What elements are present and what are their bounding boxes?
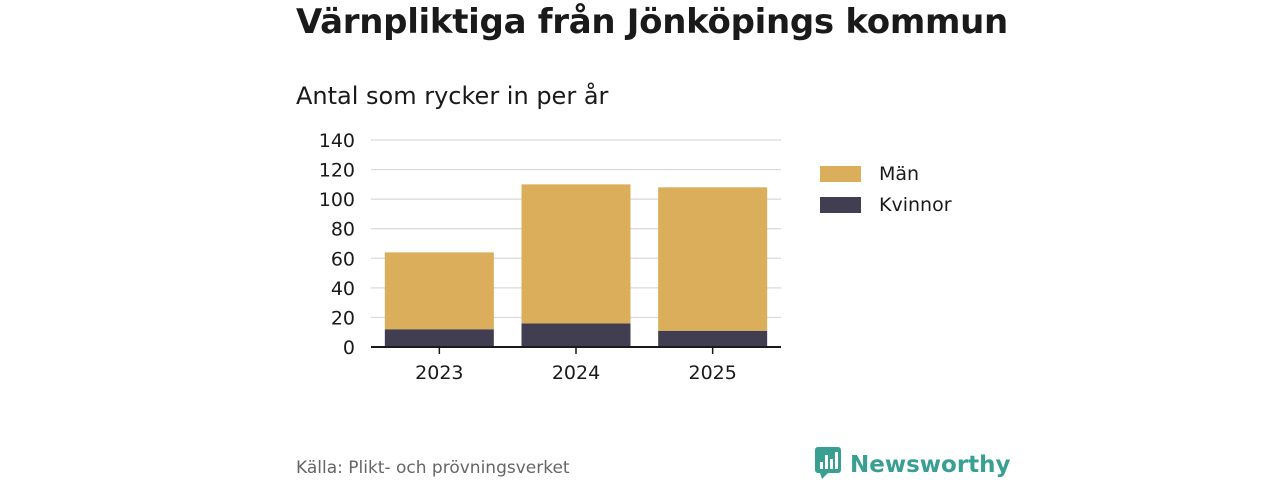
y-tick-label: 120: [319, 160, 355, 182]
bar-kvinnor-2024: [521, 323, 631, 347]
legend-label-kvinnor: Kvinnor: [879, 193, 952, 216]
x-tick-label: 2025: [688, 362, 736, 384]
bar-m-n-2023: [384, 252, 494, 330]
legend: Män Kvinnor: [820, 158, 952, 220]
stacked-bar-chart: 0 20 40 60 80 100 120 140 2023 2024 2025: [319, 130, 781, 384]
y-tick-label: 20: [331, 307, 355, 329]
bar-m-n-2025: [658, 187, 768, 331]
chart-title: Värnpliktiga från Jönköpings kommun: [296, 2, 1008, 42]
legend-item-man: Män: [820, 158, 952, 189]
bar-kvinnor-2023: [384, 329, 494, 347]
x-tick-label: 2023: [415, 362, 463, 384]
bar-m-n-2024: [521, 184, 631, 324]
bar-chart-badge-icon: [814, 446, 842, 484]
brand-logo[interactable]: Newsworthy: [814, 446, 1011, 484]
legend-swatch-man: [820, 165, 861, 182]
brand-name: Newsworthy: [850, 452, 1011, 478]
y-tick-label: 0: [343, 337, 355, 359]
x-tick-label: 2024: [552, 362, 600, 384]
y-tick-label: 60: [331, 248, 355, 270]
legend-label-man: Män: [879, 162, 920, 185]
legend-item-kvinnor: Kvinnor: [820, 189, 952, 220]
y-tick-label: 40: [331, 278, 355, 300]
source-note: Källa: Plikt- och prövningsverket: [296, 458, 570, 478]
chart-subtitle: Antal som rycker in per år: [296, 82, 609, 110]
legend-swatch-kvinnor: [820, 196, 861, 213]
y-tick-label: 80: [331, 219, 355, 241]
bar-kvinnor-2025: [658, 330, 768, 347]
y-tick-label: 140: [319, 130, 355, 152]
y-tick-label: 100: [319, 189, 355, 211]
